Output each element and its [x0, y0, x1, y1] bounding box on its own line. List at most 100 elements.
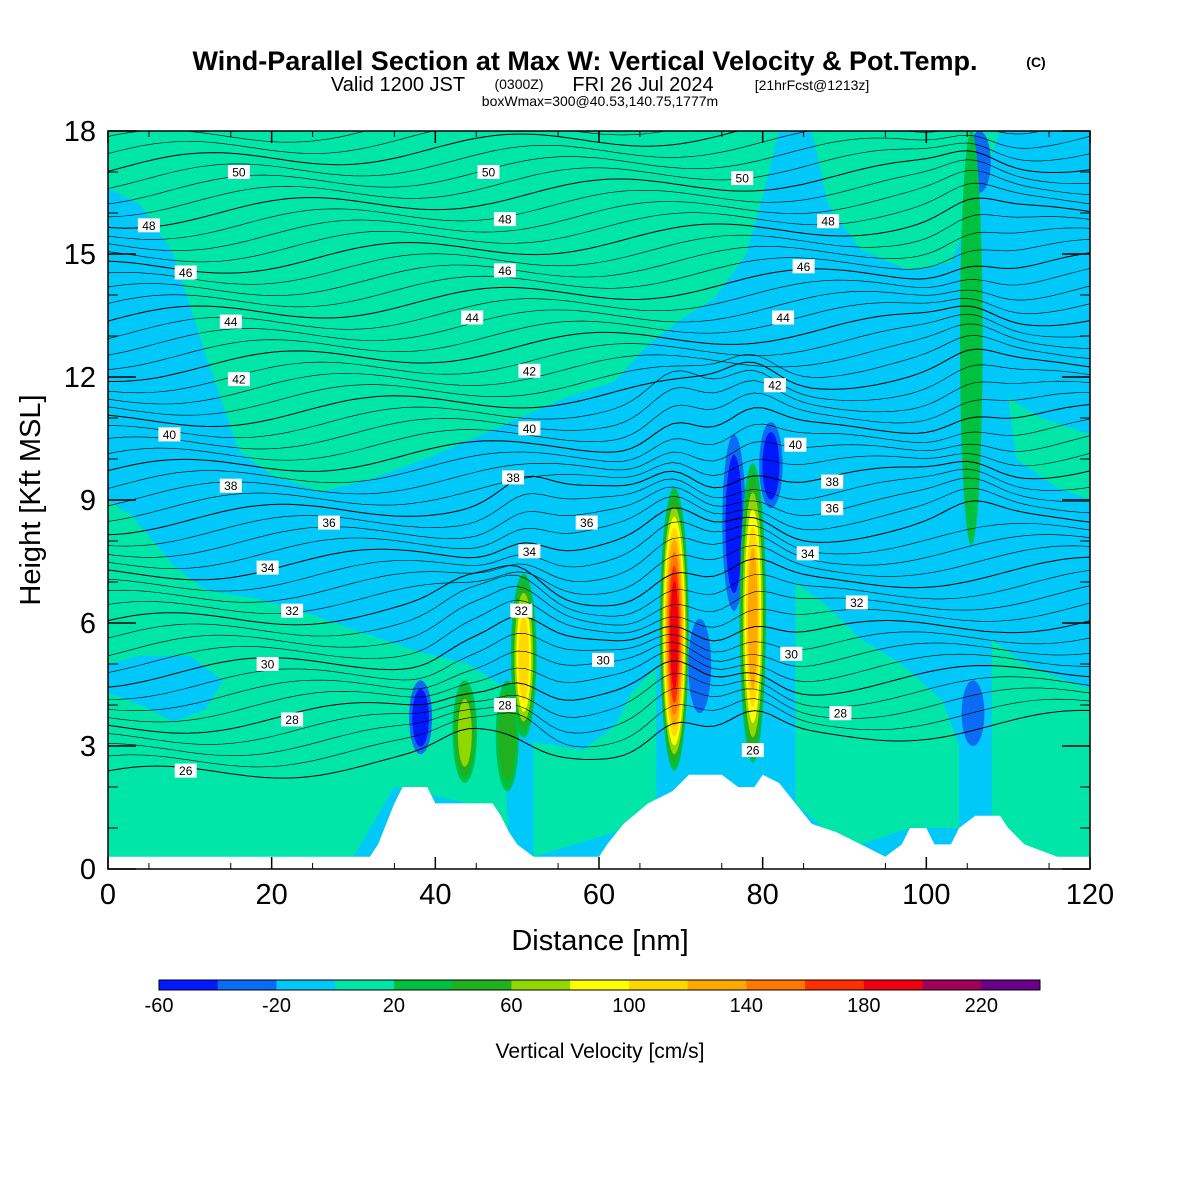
isentrope-label-text: 44 — [224, 315, 238, 329]
x-tick-label: 80 — [747, 879, 779, 911]
isentrope-label-box — [174, 763, 197, 778]
isentrope-label: 30 — [780, 646, 803, 661]
isentrope — [108, 521, 1090, 592]
isentrope-label-text: 40 — [789, 438, 803, 452]
velocity-band — [991, 639, 1090, 857]
downdraft-cell — [759, 422, 783, 509]
isentrope-label: 46 — [174, 265, 197, 280]
velocity-band — [108, 131, 779, 492]
isentrope-label: 34 — [796, 546, 819, 561]
isentrope-label-box — [821, 501, 844, 516]
isentrope-label-box — [518, 421, 541, 436]
isentrope-label-box — [461, 310, 484, 325]
isentrope — [108, 142, 1090, 218]
cell-contour — [960, 131, 983, 545]
isentrope-label-box — [256, 560, 279, 575]
isentrope — [108, 488, 1090, 569]
colorbar-swatch — [276, 980, 336, 990]
updraft-cell — [659, 487, 689, 771]
colorbar-tick-label: 220 — [965, 995, 998, 1017]
x-tick-label: 40 — [419, 879, 451, 911]
isentrope-label-box — [784, 437, 807, 452]
isentrope — [108, 170, 1090, 251]
isentrope — [108, 698, 1090, 768]
colorbar-swatch — [393, 980, 454, 990]
isentrope-label-text: 34 — [261, 561, 275, 575]
colorbar-swatch — [335, 980, 395, 990]
isentrope-label: 48 — [137, 218, 160, 233]
plot-area: 26 26 28 28 28 30 30 30 32 32 32 34 34 34 36 36 36 38 38 38… — [108, 131, 1090, 869]
isentrope-label-box — [227, 372, 250, 387]
isentrope-label-box — [817, 214, 840, 229]
cell-contour — [518, 616, 529, 701]
isentrope — [108, 556, 1090, 626]
colorbar-swatch — [628, 980, 689, 990]
updraft-cell — [960, 131, 983, 545]
isentrope-label: 50 — [477, 165, 500, 180]
isentrope-label: 38 — [219, 478, 242, 493]
velocity-band — [533, 668, 657, 857]
x-tick-label: 20 — [256, 879, 288, 911]
subtitle-utc: (0300Z) — [494, 76, 543, 92]
isentrope-label-box — [256, 657, 279, 671]
isentrope-label-box — [792, 259, 815, 274]
isentrope — [108, 650, 1090, 723]
colorbar-frame — [158, 979, 1041, 991]
isentrope — [108, 392, 1090, 461]
colorbar-swatch — [746, 980, 806, 990]
isentrope — [108, 268, 1090, 339]
isentrope-label-text: 44 — [776, 311, 790, 325]
isentrope-label-text: 38 — [224, 479, 238, 493]
isentrope-label-box — [493, 263, 516, 278]
velocity-band — [1008, 397, 1090, 500]
isentrope-label-box — [518, 363, 541, 378]
isentrope-label: 42 — [227, 372, 250, 387]
isentrope-label: 30 — [256, 657, 279, 672]
isentrope-label: 38 — [502, 470, 525, 485]
isentrope-label: 28 — [493, 698, 516, 713]
colorbar-tick-label: 20 — [383, 995, 405, 1017]
isentrope-label-box — [575, 515, 598, 530]
isentrope — [108, 150, 1090, 229]
y-tick-label: 15 — [64, 239, 96, 271]
isentrope-label-text: 36 — [580, 516, 594, 530]
isentrope-label-text: 46 — [179, 266, 193, 280]
isentrope-label-text: 50 — [736, 172, 750, 186]
isentrope-label: 42 — [518, 363, 541, 378]
isentrope-label: 28 — [829, 706, 852, 721]
colorbar-tick-label: -20 — [262, 995, 291, 1017]
terrain-profile — [108, 774, 1090, 869]
isentrope-label-box — [829, 706, 852, 721]
isentrope-label-box — [796, 546, 819, 561]
isentrope — [108, 197, 1090, 274]
colorbar-tick-label: 100 — [612, 995, 645, 1017]
isentrope — [108, 435, 1090, 507]
chart-subtitle: Valid 1200 JST (0300Z) FRI 26 Jul 2024 [… — [331, 74, 869, 109]
isentrope-label-text: 50 — [232, 166, 246, 180]
isentrope — [108, 453, 1090, 522]
isentrope-label: 40 — [518, 421, 541, 436]
isentrope-label-text: 48 — [142, 219, 156, 233]
isentrope-label-text: 46 — [797, 260, 811, 274]
downdraft-cell — [688, 618, 712, 714]
isentrope-label-text: 28 — [498, 699, 512, 713]
title-copyright: (C) — [1026, 54, 1045, 70]
cell-contour — [457, 699, 472, 767]
colorbar-swatch — [570, 980, 630, 990]
isentrope-label-text: 32 — [515, 604, 529, 618]
isentrope-label-box — [731, 171, 754, 186]
velocity-band — [108, 500, 509, 857]
isentrope-label-text: 42 — [232, 373, 246, 387]
isentrope-label: 36 — [821, 501, 844, 516]
isentrope — [108, 380, 1090, 450]
isentrope-label: 44 — [219, 314, 242, 329]
isentrope — [108, 660, 1090, 734]
isentrope-label-box — [318, 515, 340, 530]
isentrope — [108, 687, 1090, 756]
velocity-band — [795, 582, 960, 845]
isentrope-label: 32 — [845, 595, 868, 610]
isentrope — [108, 709, 1090, 779]
cell-contour — [762, 432, 780, 500]
isentrope-label-box — [845, 595, 868, 610]
